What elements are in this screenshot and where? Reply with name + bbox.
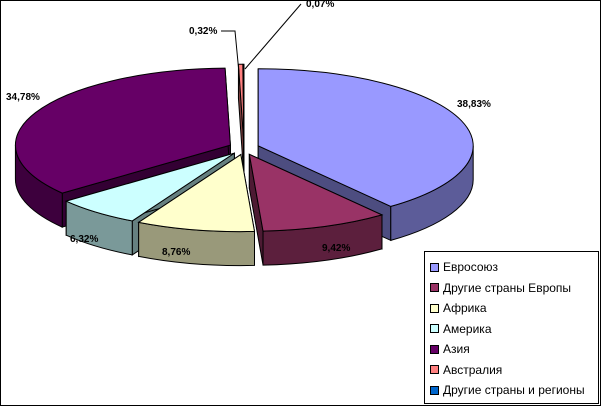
leader-line-5 xyxy=(221,30,240,74)
pie-slice-африка xyxy=(137,153,256,233)
legend-label: Другие страны Европы xyxy=(443,280,572,295)
pie-slice-другие-страны-европы xyxy=(248,153,384,232)
pie-slice-евросоюз xyxy=(257,68,474,207)
legend-swatch xyxy=(430,303,439,313)
legend-item: Другие страны и регионы xyxy=(430,380,598,401)
pie-slice-азия xyxy=(14,67,231,194)
legend-swatch xyxy=(430,385,439,395)
data-label-4: 34,78% xyxy=(6,92,40,103)
data-label-0: 38,83% xyxy=(457,99,491,110)
legend: Евросоюз Другие страны Европы Африка Америк… xyxy=(424,251,599,404)
data-labels: 38,83% 9,42% 8,76% 6,32% 34,78% 0,32% 0,07% xyxy=(6,1,491,258)
pie-slice-другие-страны-и-регионы xyxy=(242,63,245,142)
legend-label: Евросоюз xyxy=(443,260,499,275)
legend-swatch xyxy=(430,283,439,293)
legend-item: Другие страны Европы xyxy=(430,278,598,299)
legend-swatch xyxy=(430,262,439,272)
legend-label: Азия xyxy=(443,342,470,357)
legend-label: Америка xyxy=(443,321,492,336)
legend-swatch xyxy=(430,324,439,334)
label-leader-lines xyxy=(221,3,302,74)
data-label-6: 0,07% xyxy=(306,1,334,10)
legend-swatch xyxy=(430,365,439,375)
pie-slice-америка xyxy=(64,152,235,222)
legend-swatch xyxy=(430,344,439,354)
legend-item: Африка xyxy=(430,298,598,319)
legend-label: Африка xyxy=(443,301,487,316)
data-label-3: 6,32% xyxy=(70,234,98,245)
legend-label: Австралия xyxy=(443,362,503,377)
data-label-1: 9,42% xyxy=(322,243,350,254)
legend-item: Америка xyxy=(430,319,598,340)
pie-slice-tops xyxy=(14,63,474,233)
legend-item: Евросоюз xyxy=(430,257,598,278)
leader-line-6 xyxy=(244,3,302,70)
legend-item: Австралия xyxy=(430,360,598,381)
data-label-2: 8,76% xyxy=(162,247,190,258)
legend-label: Другие страны и регионы xyxy=(443,383,585,398)
legend-item: Азия xyxy=(430,339,598,360)
data-label-5: 0,32% xyxy=(189,26,217,37)
